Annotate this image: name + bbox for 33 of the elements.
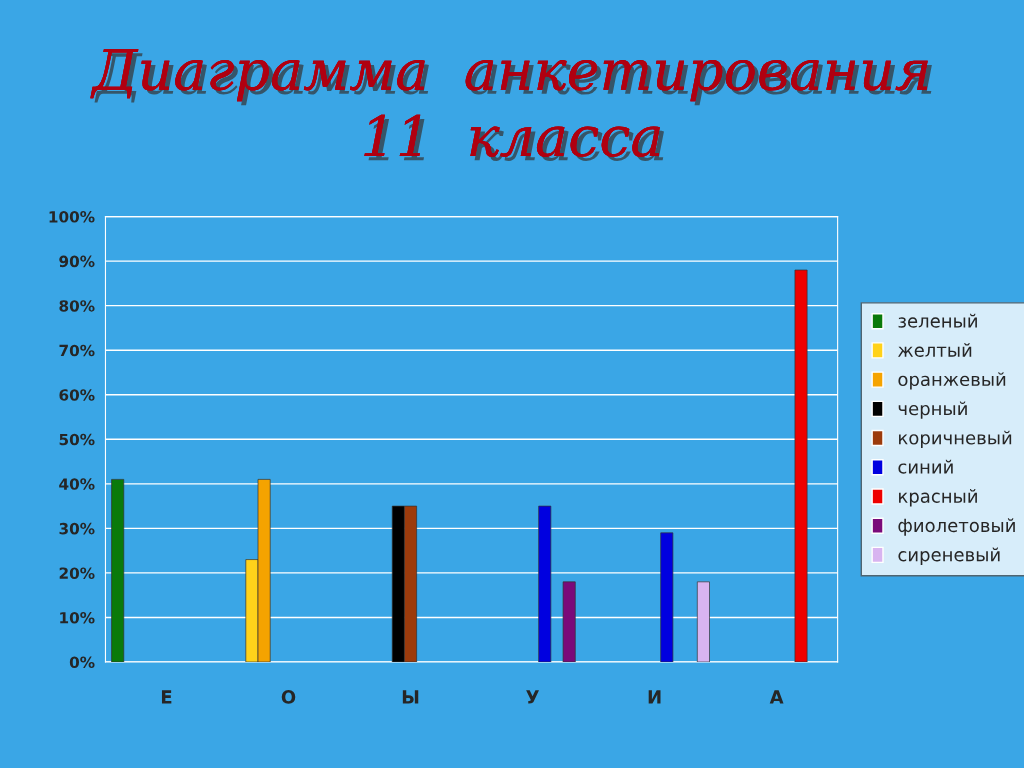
- y-tick-label: 20%: [59, 567, 95, 579]
- x-tick-label: И: [648, 690, 661, 704]
- legend-label: сиреневый: [898, 547, 1000, 565]
- x-tick-label: Е: [161, 690, 172, 704]
- legend-label: зеленый: [898, 313, 977, 328]
- y-tick-label: 60%: [59, 389, 95, 401]
- bar: [660, 532, 674, 663]
- bar: [696, 581, 710, 663]
- y-tick-label: 0%: [69, 656, 95, 669]
- legend-label: синий: [898, 459, 953, 474]
- chart-title: Диаграмма анкетирования 11 класса: [90, 49, 932, 162]
- y-tick-label: 80%: [59, 300, 95, 312]
- y-tick-label: 90%: [59, 255, 95, 268]
- y-tick-label: 10%: [60, 611, 95, 624]
- bar: [111, 479, 125, 663]
- y-tick-label: 40%: [59, 478, 95, 490]
- bar: [538, 505, 552, 663]
- legend-label: оранжевый: [898, 372, 1006, 390]
- legend-label: желтый: [898, 343, 972, 357]
- y-tick-label: 100%: [49, 211, 95, 223]
- y-tick-label: 70%: [59, 344, 95, 357]
- legend-label: коричневый: [899, 430, 1012, 449]
- x-tick-label: Ы: [402, 690, 419, 704]
- legend-label: фиолетовый: [898, 518, 1015, 536]
- x-tick-label: О: [281, 690, 296, 704]
- x-tick-label: А: [769, 690, 784, 704]
- y-tick-label: 30%: [59, 522, 95, 535]
- x-tick-label: У: [526, 690, 539, 704]
- legend-label: черный: [898, 401, 967, 419]
- bar: [562, 581, 576, 663]
- legend-label: красный: [899, 489, 977, 507]
- y-tick-label: 50%: [59, 433, 95, 446]
- bar: [794, 269, 808, 663]
